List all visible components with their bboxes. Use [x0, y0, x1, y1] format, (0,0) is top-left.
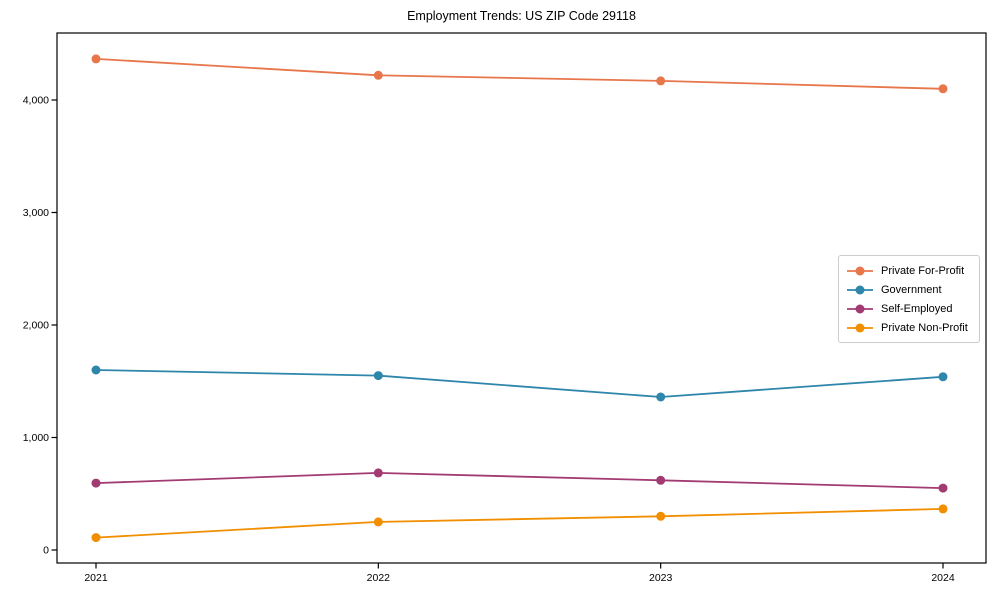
legend-label: Government — [881, 283, 942, 296]
legend-marker-icon — [847, 323, 873, 332]
legend-dot-icon — [855, 304, 865, 313]
legend: Private For-Profit Government Self-Employe… — [838, 255, 980, 343]
series-marker-private-non-profit — [656, 511, 666, 521]
series-marker-private-for-profit — [373, 70, 383, 80]
x-tick-label: 2022 — [367, 572, 391, 584]
series-marker-government — [91, 365, 101, 375]
legend-dot-icon — [855, 285, 865, 294]
legend-label: Self-Employed — [881, 302, 953, 315]
legend-item-government: Government — [846, 280, 973, 299]
legend-marker-icon — [847, 285, 873, 294]
series-marker-private-non-profit — [91, 533, 101, 543]
series-marker-government — [938, 372, 948, 382]
legend-marker-icon — [847, 266, 873, 275]
series-line-private-for-profit — [95, 58, 944, 90]
series-marker-self-employed — [656, 475, 666, 485]
series-marker-private-for-profit — [938, 84, 948, 94]
x-tick-label: 2023 — [649, 572, 673, 584]
legend-marker-icon — [847, 304, 873, 313]
x-tick-label: 2024 — [931, 572, 955, 584]
x-tick-label: 2021 — [84, 572, 108, 584]
series-marker-government — [373, 371, 383, 381]
y-tick-label: 0 — [43, 545, 49, 557]
series-marker-private-for-profit — [656, 76, 666, 86]
series-marker-self-employed — [91, 478, 101, 488]
series-marker-government — [656, 392, 666, 402]
legend-label: Private Non-Profit — [881, 321, 968, 334]
series-marker-private-non-profit — [938, 504, 948, 514]
legend-dot-icon — [855, 266, 865, 275]
legend-item-private-non-profit: Private Non-Profit — [846, 318, 973, 337]
chart-title: Employment Trends: US ZIP Code 29118 — [407, 9, 636, 23]
legend-item-self-employed: Self-Employed — [846, 299, 973, 318]
y-tick-label: 2,000 — [23, 320, 49, 332]
y-tick-label: 3,000 — [23, 207, 49, 219]
legend-label: Private For-Profit — [881, 264, 965, 277]
series-line-self-employed — [95, 472, 944, 489]
series-line-private-non-profit — [95, 508, 944, 539]
plot-area-border — [56, 32, 987, 564]
series-marker-self-employed — [938, 483, 948, 493]
series-marker-self-employed — [373, 468, 383, 478]
series-marker-private-for-profit — [91, 54, 101, 64]
y-tick-label: 4,000 — [23, 95, 49, 107]
legend-item-private-for-profit: Private For-Profit — [846, 261, 973, 280]
series-marker-private-non-profit — [373, 517, 383, 527]
legend-dot-icon — [855, 323, 865, 332]
y-tick-label: 1,000 — [23, 432, 49, 444]
series-line-government — [95, 369, 944, 398]
